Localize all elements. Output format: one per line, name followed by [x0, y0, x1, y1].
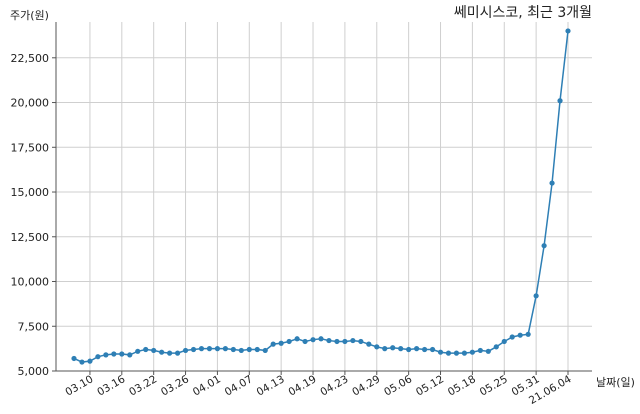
data-point: [525, 331, 531, 337]
data-point: [469, 349, 475, 355]
axes: [55, 22, 592, 372]
data-point: [421, 346, 428, 353]
data-point: [246, 346, 252, 353]
y-tick-label: 5,000: [18, 365, 50, 378]
data-point: [167, 350, 173, 356]
data-point: [222, 346, 228, 352]
x-axis-ticks: 03.10 03.16 03.22 03.26 04.01 04.07 04.13 04.19…: [63, 371, 574, 407]
data-point: [190, 346, 197, 353]
y-tick-label: 10,000: [11, 276, 50, 289]
data-point: [151, 347, 157, 354]
data-point: [437, 349, 444, 355]
x-axis-title: 날짜(일): [596, 375, 635, 389]
data-point: [230, 346, 236, 353]
data-point: [549, 180, 555, 186]
x-tick-label: 03.26: [159, 373, 191, 399]
data-point: [111, 351, 117, 357]
x-tick-label: 04.13: [255, 373, 287, 398]
x-tick-label: 05.12: [414, 373, 446, 398]
x-tick-label: 04.23: [318, 373, 350, 398]
y-axis-title: 주가(원): [10, 9, 49, 22]
data-point: [174, 350, 181, 356]
data-point: [517, 332, 523, 338]
data-point: [214, 346, 221, 352]
data-point: [262, 347, 268, 354]
data-point: [358, 338, 364, 345]
data-point: [103, 352, 109, 358]
y-tick-label: 15,000: [11, 186, 50, 199]
x-tick-label: 04.19: [286, 373, 318, 398]
data-point: [350, 337, 356, 344]
data-point: [238, 347, 244, 354]
data-point: [206, 346, 213, 352]
data-point: [95, 354, 101, 360]
data-point: [326, 337, 332, 344]
x-tick-label: 03.16: [95, 373, 127, 399]
data-point: [334, 338, 340, 345]
data-point: [509, 334, 515, 340]
data-point: [127, 352, 133, 358]
data-point: [557, 98, 563, 104]
data-point: [119, 351, 125, 357]
y-tick-label: 12,500: [11, 231, 50, 244]
data-point: [366, 341, 372, 347]
data-point: [445, 350, 452, 356]
data-point: [414, 346, 420, 352]
data-point: [270, 341, 276, 347]
data-point: [79, 359, 85, 365]
data-point: [398, 346, 404, 352]
data-point: [429, 346, 436, 353]
data-point: [390, 345, 396, 351]
chart-title: 쎄미시스코, 최근 3개월: [454, 5, 592, 21]
data-point: [182, 347, 189, 354]
x-tick-label: 04.29: [350, 373, 382, 398]
data-point: [286, 338, 292, 345]
data-point: [541, 243, 547, 249]
x-tick-label: 04.01: [191, 373, 223, 398]
data-point: [477, 347, 483, 354]
data-point: [342, 338, 348, 345]
x-tick-label: 05.18: [446, 373, 478, 398]
y-tick-label: 20,000: [11, 97, 50, 110]
data-point: [71, 355, 77, 362]
data-point: [374, 344, 380, 350]
data-points: [71, 28, 571, 365]
x-tick-label: 05.06: [382, 373, 414, 399]
y-tick-label: 22,500: [11, 52, 50, 65]
series-line: [73, 30, 569, 363]
data-point: [565, 28, 571, 34]
data-point: [302, 338, 308, 345]
y-axis-ticks: 5,000 7,500 10,000 12,500 15,000 17,500 20,000…: [11, 52, 56, 378]
y-tick-label: 7,500: [18, 320, 50, 333]
data-point: [159, 349, 165, 355]
data-point: [453, 350, 460, 356]
data-point: [135, 348, 141, 354]
x-tick-label: 04.07: [223, 373, 255, 398]
data-point: [382, 346, 388, 352]
data-point: [533, 293, 539, 299]
data-point: [310, 337, 316, 343]
x-tick-label: 03.10: [63, 373, 95, 398]
data-point: [278, 340, 284, 346]
x-tick-label: 05.25: [478, 373, 510, 398]
data-point: [198, 346, 205, 352]
data-point: [294, 336, 300, 342]
data-point: [143, 346, 149, 353]
data-point: [501, 338, 507, 345]
data-point: [485, 348, 491, 354]
data-point: [406, 346, 412, 353]
data-point: [318, 336, 324, 342]
data-point: [254, 346, 260, 353]
x-tick-label: 03.22: [127, 373, 159, 398]
data-point: [493, 344, 499, 350]
y-tick-label: 17,500: [11, 141, 50, 154]
data-point: [461, 350, 468, 356]
grid-lines: [56, 22, 592, 372]
data-point: [87, 358, 93, 364]
